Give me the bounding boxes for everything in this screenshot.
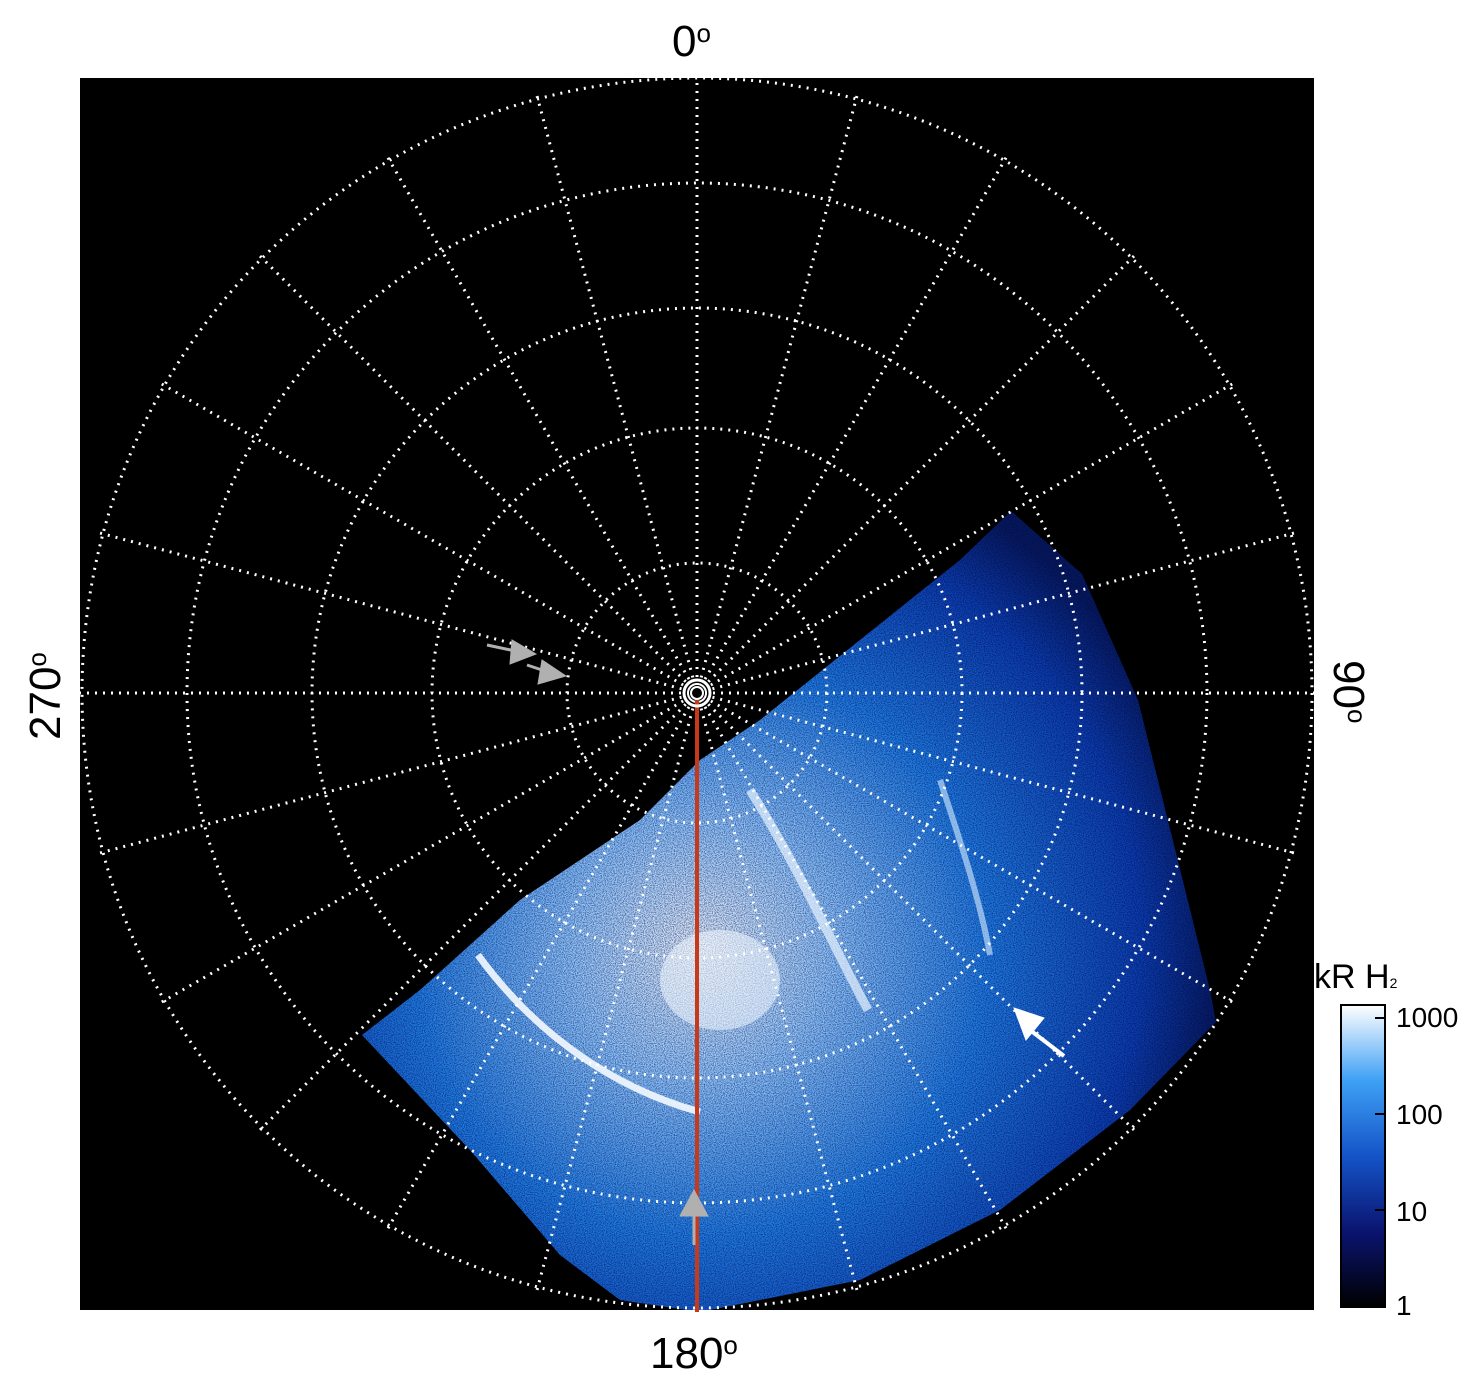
left-angle-label: 270o [21,652,70,740]
main-auroral-arc [475,952,701,1116]
bottom-angle-label: 180o [650,1329,738,1378]
right-angle-label: 90o [1324,660,1373,724]
colorbar-tick-label: 1000 [1396,1002,1459,1033]
top-angle-label: 0o [672,17,711,66]
gray-arrow-icon [486,639,538,665]
white-arrow-icon [1013,1007,1066,1058]
grid-circle [80,78,1314,1310]
pole-marker-icon [682,678,712,708]
gray-arrow-icon [679,1188,709,1245]
colorbar [1340,1004,1386,1308]
outer-auroral-arc [937,779,993,956]
colorbar-title: kR H2 [1314,958,1398,996]
colorbar-tick-label: 1 [1396,1290,1412,1321]
bright-patch [660,930,780,1030]
inner-auroral-arc [746,787,872,1013]
colorbar-tick-label: 10 [1396,1196,1428,1227]
colorbar-tick-label: 100 [1396,1099,1443,1130]
gray-arrow-icon [526,659,568,685]
